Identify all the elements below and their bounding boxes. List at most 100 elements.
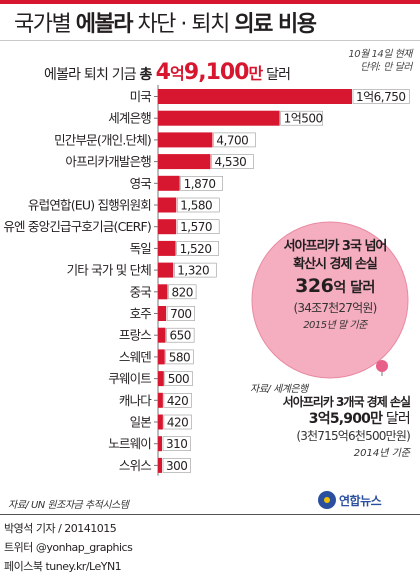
bar — [158, 197, 177, 213]
category-label: 호주 — [130, 306, 152, 321]
value-label: 1억500 — [284, 112, 323, 126]
total-big-1: 4 — [155, 60, 171, 85]
category-label: 유엔 중앙긴급구호기금(CERF) — [3, 219, 151, 234]
value-label: 1,580 — [180, 199, 212, 213]
category-label: 노르웨이 — [108, 436, 151, 451]
value-label: 700 — [170, 307, 191, 321]
small-note-source: 자료/ 세계은행 — [250, 384, 308, 395]
category-label: 중국 — [130, 284, 152, 299]
value-label-box — [173, 262, 217, 278]
bar — [158, 175, 180, 191]
circle-line-2: 확산시 경제 손실 — [293, 257, 378, 272]
value-label-box — [166, 327, 195, 343]
total-prefix: 에볼라 퇴치 기금 — [44, 67, 140, 83]
title-middle: 차단 · 퇴치 — [131, 12, 235, 37]
bar — [158, 89, 352, 104]
yonhap-logo: 연합뉴스 — [318, 491, 382, 509]
facebook-link: 페이스북 tuney.kr/LeYN1 — [4, 560, 122, 573]
category-label: 독일 — [130, 241, 152, 256]
value-label-box — [352, 89, 410, 104]
value-label: 310 — [166, 437, 187, 451]
value-label: 1,870 — [184, 177, 216, 191]
bar — [158, 219, 177, 235]
bar — [158, 327, 166, 343]
small-note-amount: 3억5,900만 — [308, 411, 383, 427]
category-label: 미국 — [130, 89, 152, 104]
category-label: 스위스 — [119, 458, 151, 473]
category-label: 스웨덴 — [119, 349, 151, 364]
as-of-date: 10월 14일 현재 — [348, 49, 412, 60]
top-accent-bar — [0, 0, 420, 4]
value-label: 1,520 — [180, 242, 212, 256]
bar — [158, 414, 163, 430]
footer-credits: 박영석 기자 / 20141015 트위터 @yonhap_graphics 페… — [4, 519, 133, 576]
value-label: 420 — [167, 416, 188, 430]
value-label-box — [280, 110, 323, 126]
category-label: 쿠웨이트 — [108, 371, 151, 386]
value-label: 650 — [170, 329, 191, 343]
total-unit-1: 억 — [169, 64, 185, 83]
small-note-line-1: 서아프리카 3개국 경제 손실 — [282, 395, 411, 409]
value-label-box — [166, 306, 196, 321]
value-label: 500 — [168, 372, 189, 386]
twitter-handle: 트위터 @yonhap_graphics — [4, 541, 133, 554]
value-label: 1,570 — [180, 220, 212, 234]
value-label-box — [176, 197, 220, 213]
bar — [158, 132, 213, 148]
value-label-box — [162, 458, 191, 473]
bar — [158, 371, 164, 387]
small-note-unit: 달러 — [382, 411, 411, 427]
value-label: 420 — [167, 394, 188, 408]
bar — [158, 306, 167, 321]
footer-divider — [0, 514, 420, 515]
bar — [158, 457, 162, 473]
author-credit: 박영석 기자 / 20141015 — [4, 522, 117, 535]
value-label-box — [176, 241, 219, 256]
value-label-box — [176, 219, 220, 234]
category-label: 세계은행 — [108, 111, 151, 126]
small-note-amount-row: 3억5,900만 달러 — [250, 410, 411, 428]
category-label: 캐나다 — [119, 393, 152, 408]
total-big-2: 9,100 — [183, 60, 250, 85]
circle-krw: (34조7천27억원) — [293, 301, 378, 315]
loss-circle — [251, 221, 409, 379]
category-label: 기타 국가 및 단체 — [67, 263, 152, 278]
bar — [158, 262, 174, 278]
category-label: 일본 — [130, 415, 152, 430]
circle-amount-unit: 억 달러 — [333, 280, 375, 296]
circle-amount: 326 — [295, 275, 334, 297]
value-label-box — [168, 284, 197, 300]
value-label: 580 — [169, 350, 190, 364]
value-label-box — [162, 436, 191, 452]
value-label: 1,320 — [177, 264, 209, 278]
value-label-box — [165, 349, 194, 365]
circle-note-text: 서아프리카 3국 넘어 확산시 경제 손실 326억 달러 (34조7천27억원… — [250, 238, 420, 331]
category-label: 영국 — [130, 176, 152, 191]
bar — [158, 349, 165, 365]
yonhap-logo-icon — [318, 491, 336, 509]
unit-note: 단위: 만 달러 — [360, 62, 412, 73]
total-fund: 에볼라 퇴치 기금 총 4억9,100만 달러 — [44, 60, 291, 85]
page-title: 국가별 에볼라 차단 · 퇴치 의료 비용 — [14, 6, 317, 38]
category-label: 유럽연합(EU) 집행위원회 — [28, 198, 151, 213]
value-label-box — [163, 414, 192, 430]
bar — [158, 154, 211, 170]
value-label: 1억6,750 — [356, 90, 406, 104]
title-bold-cost: 의료 비용 — [234, 12, 317, 37]
value-label-box — [164, 371, 193, 386]
value-label-box — [180, 176, 223, 191]
value-label-box — [211, 154, 254, 169]
value-label: 4,700 — [216, 133, 248, 147]
yonhap-logo-text: 연합뉴스 — [339, 493, 382, 508]
title-bold-ebola: 에볼라 — [75, 12, 134, 37]
small-note-krw: (3천715억6천500만원) — [296, 429, 410, 443]
small-note-basis: 2014년 기준 — [353, 448, 410, 459]
value-label: 300 — [166, 459, 187, 473]
bar — [158, 436, 162, 452]
bar — [158, 110, 280, 126]
title-prefix: 국가별 — [14, 12, 76, 37]
title-divider — [0, 40, 420, 41]
bar — [158, 240, 176, 256]
